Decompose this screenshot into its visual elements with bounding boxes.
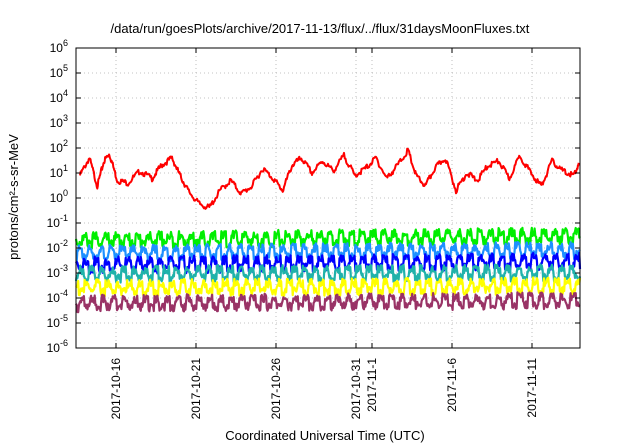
chart-title: /data/run/goesPlots/archive/2017-11-13/f… [111, 21, 530, 36]
x-tick-label: 2017-10-31 [349, 358, 363, 420]
y-tick-label: 10-6 [47, 338, 68, 355]
y-tick-label: 100 [50, 188, 68, 205]
y-tick-label: 103 [50, 113, 68, 130]
y-tick-label: 10-1 [47, 213, 68, 230]
series-line [75, 291, 581, 314]
x-tick-label: 2017-11-11 [525, 358, 539, 418]
y-tick-label: 10-2 [47, 238, 68, 255]
x-tick-label: 2017-11-6 [445, 358, 459, 412]
y-axis-label: protons/cm²-s-sr-MeV [6, 134, 21, 260]
y-tick-label: 104 [50, 88, 68, 105]
series-line [74, 263, 582, 284]
y-tick-label: 10-5 [47, 313, 68, 330]
series-line [75, 276, 582, 298]
series-line [79, 147, 580, 210]
x-tick-label: 2017-11-1 [365, 358, 379, 412]
x-tick-label: 2017-10-16 [109, 358, 123, 420]
x-tick-label: 2017-10-26 [269, 358, 283, 420]
y-tick-label: 102 [50, 138, 68, 155]
x-tick-label: 2017-10-21 [189, 358, 203, 420]
x-axis-label: Coordinated Universal Time (UTC) [225, 428, 424, 443]
y-tick-label: 101 [50, 163, 68, 180]
series-line [74, 226, 581, 250]
y-tick-label: 10-4 [47, 288, 68, 305]
y-tick-label: 105 [50, 63, 68, 80]
y-tick-label: 10-3 [47, 263, 68, 280]
y-tick-label: 106 [50, 38, 68, 55]
series-layer [74, 147, 582, 314]
ticks: 10-6 10-5 10-4 10-3 10-2 10-1 100 101 102 103 104 1… [47, 38, 580, 419]
